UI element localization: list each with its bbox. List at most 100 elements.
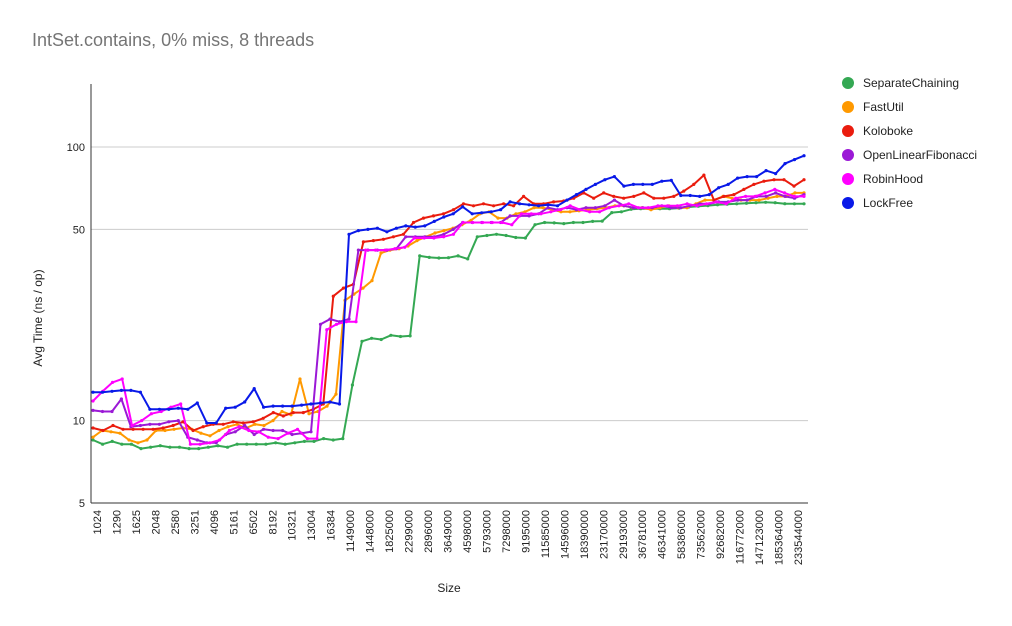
data-point — [574, 193, 579, 197]
data-point — [565, 198, 569, 202]
data-point — [632, 194, 636, 198]
data-point — [742, 187, 746, 191]
data-point — [523, 210, 527, 214]
x-tick-label: 1290 — [111, 510, 123, 534]
y-tick-label: 100 — [67, 142, 85, 154]
data-point — [257, 430, 261, 434]
data-point — [774, 191, 778, 195]
data-point — [537, 204, 541, 208]
data-point — [163, 428, 167, 433]
legend[interactable]: SeparateChaining FastUtil Koloboke OpenLine… — [842, 76, 977, 210]
data-point — [309, 402, 313, 406]
data-point — [334, 392, 338, 396]
data-point — [552, 200, 556, 204]
series-line — [92, 201, 804, 450]
data-point — [755, 175, 759, 179]
data-point — [642, 191, 646, 195]
data-point — [772, 178, 776, 182]
x-tick-label: 73562000 — [696, 510, 708, 559]
data-point — [470, 212, 474, 216]
data-point — [100, 390, 105, 394]
data-point — [519, 212, 524, 216]
data-point — [149, 412, 153, 416]
data-point — [600, 219, 604, 223]
x-tick-label: 46341000 — [657, 510, 669, 559]
data-point — [110, 380, 115, 384]
data-point — [522, 194, 526, 198]
data-point — [91, 408, 95, 412]
data-point — [241, 421, 245, 425]
data-point — [361, 240, 365, 244]
x-tick-label: 1149000 — [345, 510, 357, 552]
data-point — [138, 390, 142, 394]
x-tick-label: 8192 — [267, 510, 279, 534]
data-point — [442, 229, 446, 233]
legend-item[interactable]: Koloboke — [842, 124, 913, 138]
data-point — [584, 206, 588, 210]
legend-item[interactable]: SeparateChaining — [842, 76, 959, 90]
x-tick-label: 1825000 — [384, 510, 396, 553]
legend-item[interactable]: OpenLinearFibonacci — [842, 148, 977, 162]
data-point — [685, 202, 689, 206]
data-point — [735, 202, 739, 206]
data-point — [167, 407, 171, 411]
x-tick-label: 13004 — [306, 510, 318, 541]
data-point — [243, 423, 247, 428]
x-tick-label: 233544000 — [793, 510, 805, 565]
x-tick-label: 5161 — [228, 510, 240, 534]
data-point — [562, 222, 566, 226]
data-point — [131, 427, 135, 431]
data-point — [581, 220, 585, 225]
data-point — [481, 220, 485, 225]
data-point — [679, 193, 683, 198]
data-point — [692, 182, 696, 186]
data-point — [764, 169, 768, 173]
legend-item[interactable]: FastUtil — [842, 100, 904, 114]
data-point — [568, 210, 572, 214]
legend-label: FastUtil — [863, 100, 904, 114]
data-point — [331, 438, 335, 442]
data-point — [724, 202, 728, 206]
data-point — [235, 422, 239, 426]
data-point — [461, 220, 465, 225]
data-point — [136, 441, 140, 445]
x-tick-label: 1625 — [131, 510, 143, 534]
data-point — [451, 232, 455, 236]
data-point — [110, 389, 114, 393]
data-point — [318, 401, 323, 405]
data-point — [127, 438, 131, 442]
data-point — [331, 294, 335, 298]
data-point — [262, 423, 266, 428]
data-point — [199, 431, 203, 435]
data-point — [593, 206, 598, 210]
data-point — [441, 212, 446, 216]
data-point — [398, 334, 403, 339]
data-point — [404, 235, 408, 239]
x-tick-label: 6502 — [248, 510, 260, 534]
legend-item[interactable]: RobinHood — [842, 172, 923, 186]
series-LockFree — [91, 154, 806, 425]
data-point — [707, 193, 711, 197]
data-point — [456, 254, 460, 258]
data-point — [485, 233, 489, 238]
data-point — [344, 320, 348, 324]
data-point — [208, 441, 212, 445]
data-point — [783, 194, 787, 198]
data-point — [461, 202, 466, 206]
y-tick-label: 10 — [73, 416, 85, 428]
data-point — [421, 216, 426, 220]
data-point — [373, 248, 378, 252]
data-point — [451, 212, 455, 216]
data-point — [717, 186, 721, 190]
data-point — [111, 423, 115, 428]
data-point — [224, 406, 228, 410]
data-point — [305, 437, 309, 441]
data-point — [782, 178, 786, 182]
series-RobinHood — [91, 187, 806, 446]
data-point — [622, 196, 626, 200]
data-point — [656, 204, 660, 208]
data-point — [262, 427, 266, 431]
legend-item[interactable]: LockFree — [842, 196, 913, 210]
data-point — [91, 435, 95, 439]
